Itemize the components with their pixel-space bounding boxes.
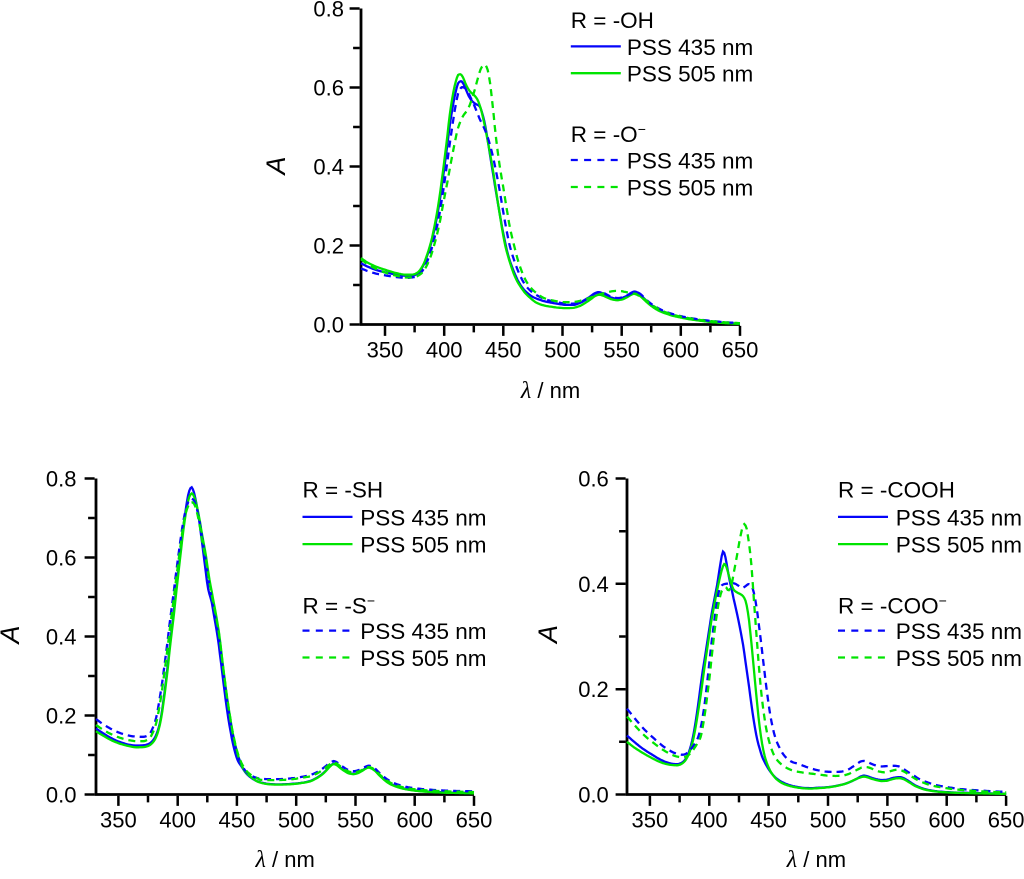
svg-text:PSS 505 nm: PSS 505 nm — [360, 533, 486, 558]
svg-text:0.0: 0.0 — [578, 783, 609, 808]
svg-text:PSS 435 nm: PSS 435 nm — [896, 619, 1022, 644]
svg-text:350: 350 — [367, 338, 404, 363]
svg-text:PSS 435 nm: PSS 435 nm — [627, 149, 753, 174]
svg-text:R = -O−: R = -O− — [571, 121, 646, 147]
svg-text:550: 550 — [603, 338, 640, 363]
svg-text:R = -COO−: R = -COO− — [838, 593, 947, 619]
svg-text:0.2: 0.2 — [578, 677, 609, 702]
svg-text:λ / nm: λ / nm — [255, 847, 315, 873]
svg-text:A: A — [533, 625, 563, 645]
svg-text:0.6: 0.6 — [313, 76, 344, 101]
svg-text:PSS 505 nm: PSS 505 nm — [627, 176, 753, 201]
svg-text:0.6: 0.6 — [578, 467, 609, 492]
svg-text:R = -COOH: R = -COOH — [838, 477, 955, 502]
svg-text:λ / nm: λ / nm — [520, 378, 580, 404]
svg-text:0.6: 0.6 — [46, 546, 77, 571]
svg-text:0.2: 0.2 — [313, 234, 344, 259]
svg-text:400: 400 — [159, 808, 196, 833]
svg-text:500: 500 — [544, 338, 581, 363]
svg-text:650: 650 — [988, 808, 1024, 833]
svg-text:PSS 435 nm: PSS 435 nm — [896, 505, 1022, 530]
svg-text:450: 450 — [219, 808, 256, 833]
svg-text:0.4: 0.4 — [578, 572, 609, 597]
svg-text:PSS 505 nm: PSS 505 nm — [627, 62, 753, 87]
svg-text:600: 600 — [662, 338, 699, 363]
svg-text:0.4: 0.4 — [46, 625, 77, 650]
svg-text:600: 600 — [396, 808, 433, 833]
svg-text:A: A — [0, 625, 25, 645]
svg-text:0.8: 0.8 — [46, 467, 77, 492]
svg-text:500: 500 — [278, 808, 315, 833]
svg-text:PSS 435 nm: PSS 435 nm — [627, 35, 753, 60]
svg-text:0.4: 0.4 — [313, 155, 344, 180]
svg-text:350: 350 — [100, 808, 137, 833]
svg-text:R = -SH: R = -SH — [303, 477, 384, 502]
svg-text:R = -OH: R = -OH — [571, 8, 654, 33]
svg-text:A: A — [261, 156, 291, 176]
svg-text:450: 450 — [485, 338, 522, 363]
svg-text:450: 450 — [750, 808, 787, 833]
svg-text:550: 550 — [869, 808, 906, 833]
svg-text:350: 350 — [632, 808, 669, 833]
svg-text:650: 650 — [722, 338, 759, 363]
svg-text:600: 600 — [928, 808, 965, 833]
svg-text:λ / nm: λ / nm — [786, 847, 846, 873]
svg-text:0.0: 0.0 — [46, 783, 77, 808]
svg-text:PSS 435 nm: PSS 435 nm — [360, 505, 486, 530]
svg-text:PSS 505 nm: PSS 505 nm — [896, 533, 1022, 558]
svg-text:650: 650 — [456, 808, 493, 833]
svg-text:0.2: 0.2 — [46, 704, 77, 729]
svg-text:0.0: 0.0 — [313, 313, 344, 338]
svg-text:500: 500 — [810, 808, 847, 833]
svg-text:0.8: 0.8 — [313, 0, 344, 22]
svg-text:400: 400 — [426, 338, 463, 363]
svg-text:PSS 505 nm: PSS 505 nm — [360, 646, 486, 671]
svg-text:PSS 435 nm: PSS 435 nm — [360, 619, 486, 644]
svg-text:550: 550 — [337, 808, 374, 833]
svg-text:PSS 505 nm: PSS 505 nm — [896, 646, 1022, 671]
svg-text:R = -S−: R = -S− — [303, 593, 376, 619]
svg-text:400: 400 — [691, 808, 728, 833]
